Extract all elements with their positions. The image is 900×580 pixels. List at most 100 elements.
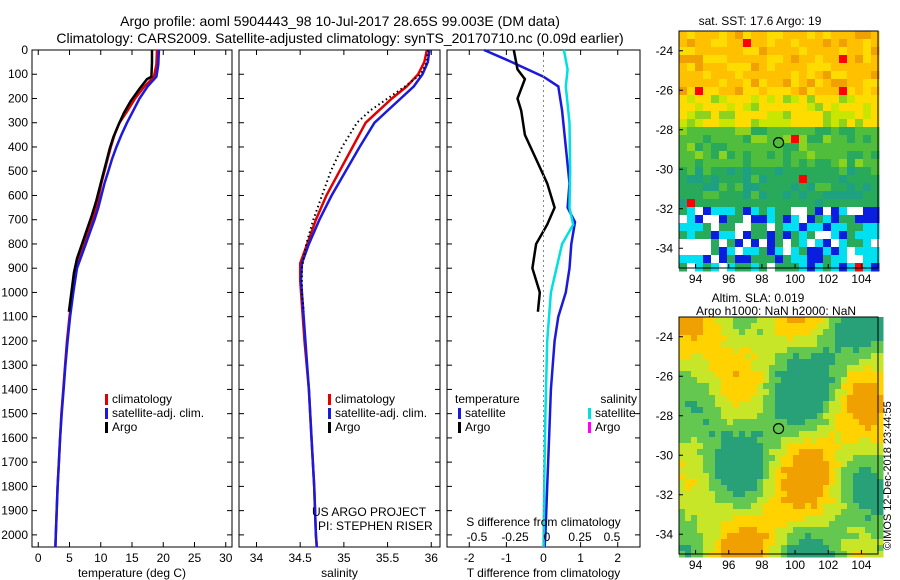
map-cell	[757, 323, 764, 330]
map-cell	[715, 533, 722, 540]
map-cell	[703, 401, 710, 408]
y-tick-label: 1800	[1, 479, 28, 493]
map-cell	[823, 87, 832, 96]
map-cell	[763, 341, 770, 348]
map-cell	[727, 151, 736, 160]
map-cell	[811, 359, 818, 366]
map-cell	[679, 247, 688, 256]
map-cell	[847, 255, 856, 264]
map-cell	[769, 431, 776, 438]
map-cell	[751, 437, 758, 444]
map-cell	[799, 167, 808, 176]
map-cell	[739, 503, 746, 510]
map-cell	[775, 431, 782, 438]
map-cell	[687, 207, 696, 216]
map-cell	[877, 527, 884, 534]
header-line1: Argo profile: aoml 5904443_98 10-Jul-201…	[120, 13, 560, 29]
map-cell	[871, 425, 878, 432]
map-cell	[751, 47, 760, 56]
map-cell	[865, 353, 872, 360]
map-cell	[781, 365, 788, 372]
x-tick-label: 2	[614, 551, 621, 565]
map-cell	[829, 509, 836, 516]
legend-title-temperature: temperature	[455, 392, 520, 406]
map-cell	[721, 509, 728, 516]
map-cell	[743, 231, 752, 240]
map-cell	[733, 527, 740, 534]
map-cell	[847, 503, 854, 510]
map-cell	[839, 215, 848, 224]
map-cell	[751, 419, 758, 426]
map-cell	[695, 207, 704, 216]
map-cell	[709, 365, 716, 372]
map-cell	[769, 407, 776, 414]
map-cell	[763, 329, 770, 336]
map-cell	[799, 383, 806, 390]
map-cell	[697, 407, 704, 414]
map-cell	[703, 31, 712, 40]
map-cell	[685, 437, 692, 444]
map-cell	[751, 533, 758, 540]
map-x-tick-label: 100	[785, 558, 805, 572]
map-cell	[863, 119, 872, 128]
map-cell	[847, 223, 856, 232]
map-cell	[817, 497, 824, 504]
x-tick-label: 35.5	[376, 551, 400, 565]
map-cell	[743, 263, 752, 272]
map-cell	[815, 95, 824, 104]
map-cell	[847, 71, 856, 80]
map-cell	[709, 485, 716, 492]
map-cell	[687, 79, 696, 88]
s-tick-label: 0.25	[568, 530, 592, 544]
map-cell	[763, 527, 770, 534]
map-cell	[697, 539, 704, 546]
map-cell	[687, 175, 696, 184]
map-cell	[679, 207, 688, 216]
map-cell	[679, 329, 686, 336]
map-cell	[815, 175, 824, 184]
map-cell	[791, 231, 800, 240]
map-cell	[865, 503, 872, 510]
map-cell	[829, 377, 836, 384]
map-cell	[733, 419, 740, 426]
map-cell	[865, 323, 872, 330]
map-cell	[727, 103, 736, 112]
map-cell	[743, 191, 752, 200]
map-cell	[727, 247, 736, 256]
map-cell	[703, 103, 712, 112]
map-cell	[783, 199, 792, 208]
map-cell	[711, 39, 720, 48]
map-cell	[839, 263, 848, 272]
map-cell	[757, 503, 764, 510]
map-cell	[793, 323, 800, 330]
map-cell	[817, 467, 824, 474]
map-cell	[739, 407, 746, 414]
map-cell	[679, 449, 686, 456]
map-cell	[877, 455, 884, 462]
map-cell	[735, 31, 744, 40]
map-cell	[703, 231, 712, 240]
map-cell	[727, 401, 734, 408]
map-cell	[687, 127, 696, 136]
map-cell	[733, 413, 740, 420]
map-cell	[727, 533, 734, 540]
map-cell	[781, 395, 788, 402]
map-cell	[697, 347, 704, 354]
map-cell	[807, 63, 816, 72]
map-cell	[805, 491, 812, 498]
map-cell	[733, 509, 740, 516]
map-y-tick-label: -34	[656, 241, 674, 255]
map-cell	[791, 167, 800, 176]
map-cell	[823, 159, 832, 168]
map-cell	[751, 545, 758, 552]
map-cell	[853, 509, 860, 516]
map-cell	[757, 383, 764, 390]
map-cell	[727, 359, 734, 366]
map-cell	[853, 461, 860, 468]
map-cell	[847, 95, 856, 104]
map-cell	[839, 247, 848, 256]
map-cell	[727, 485, 734, 492]
map-cell	[805, 353, 812, 360]
map-cell	[807, 175, 816, 184]
map-cell	[763, 347, 770, 354]
